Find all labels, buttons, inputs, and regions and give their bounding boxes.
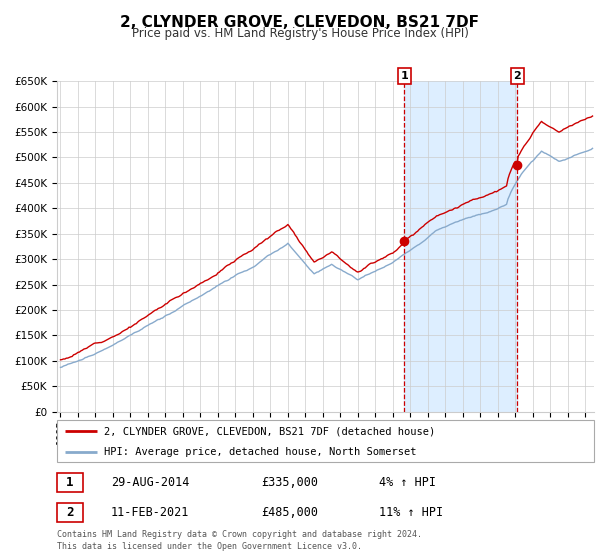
- Text: 1: 1: [401, 71, 408, 81]
- Text: 11-FEB-2021: 11-FEB-2021: [111, 506, 189, 519]
- Text: Contains HM Land Registry data © Crown copyright and database right 2024.: Contains HM Land Registry data © Crown c…: [57, 530, 422, 539]
- Bar: [404, 81, 517, 412]
- Text: 2: 2: [514, 71, 521, 81]
- Text: 2, CLYNDER GROVE, CLEVEDON, BS21 7DF (detached house): 2, CLYNDER GROVE, CLEVEDON, BS21 7DF (de…: [104, 426, 436, 436]
- FancyBboxPatch shape: [57, 503, 83, 522]
- Text: 11% ↑ HPI: 11% ↑ HPI: [379, 506, 443, 519]
- Text: £485,000: £485,000: [261, 506, 318, 519]
- Text: This data is licensed under the Open Government Licence v3.0.: This data is licensed under the Open Gov…: [57, 542, 362, 550]
- Text: 1: 1: [66, 475, 74, 489]
- Text: HPI: Average price, detached house, North Somerset: HPI: Average price, detached house, Nort…: [104, 447, 417, 458]
- Text: 2, CLYNDER GROVE, CLEVEDON, BS21 7DF: 2, CLYNDER GROVE, CLEVEDON, BS21 7DF: [121, 15, 479, 30]
- Text: 2: 2: [66, 506, 74, 519]
- FancyBboxPatch shape: [57, 473, 83, 492]
- Text: £335,000: £335,000: [261, 475, 318, 489]
- Text: 29-AUG-2014: 29-AUG-2014: [111, 475, 189, 489]
- Text: 4% ↑ HPI: 4% ↑ HPI: [379, 475, 436, 489]
- Text: Price paid vs. HM Land Registry's House Price Index (HPI): Price paid vs. HM Land Registry's House …: [131, 27, 469, 40]
- FancyBboxPatch shape: [57, 420, 594, 462]
